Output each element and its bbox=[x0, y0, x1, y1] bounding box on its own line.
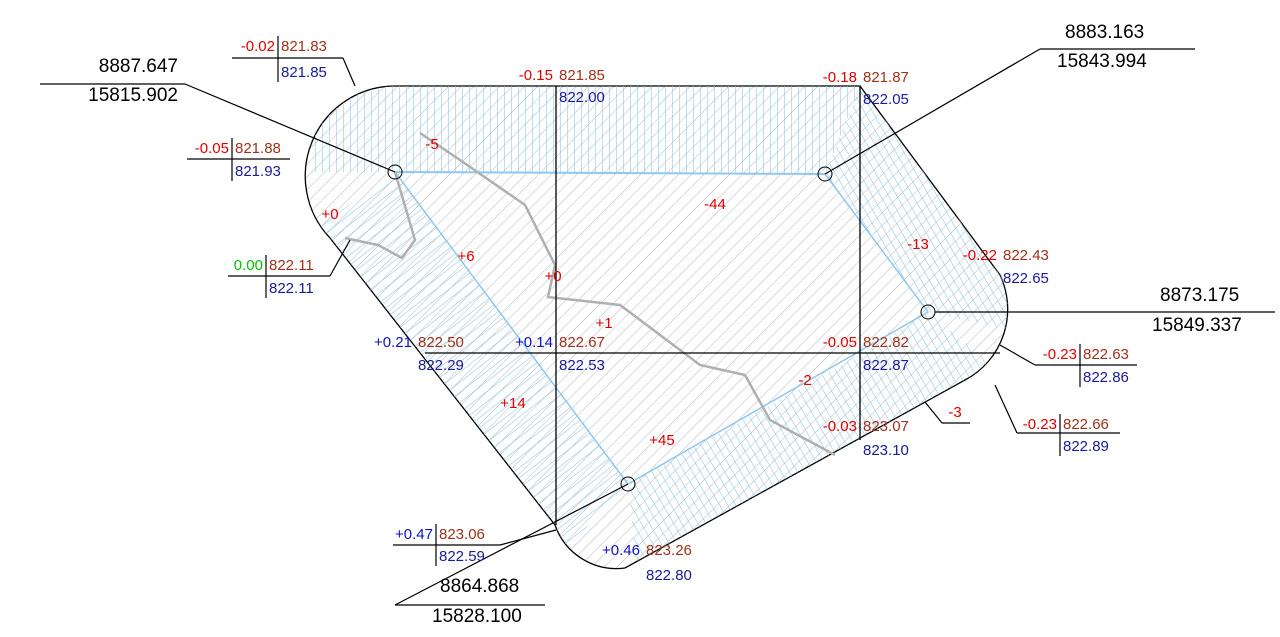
design-elevation: 823.07 bbox=[863, 418, 909, 435]
elevation-difference: -0.22 bbox=[963, 247, 997, 264]
existing-elevation: 822.65 bbox=[1003, 270, 1049, 287]
existing-elevation: 822.53 bbox=[559, 357, 605, 374]
design-elevation: 822.66 bbox=[1063, 416, 1109, 433]
volume-label: -44 bbox=[704, 196, 726, 213]
elevation-difference: -0.15 bbox=[519, 67, 553, 84]
elevation-difference: -0.05 bbox=[823, 334, 857, 351]
existing-elevation: 822.05 bbox=[863, 91, 909, 108]
volume-label: +0 bbox=[544, 268, 561, 285]
design-elevation: 821.85 bbox=[559, 67, 605, 84]
existing-elevation: 822.00 bbox=[559, 89, 605, 106]
elevation-difference: -0.05 bbox=[195, 140, 229, 157]
coordinate-x: 8883.163 bbox=[1065, 22, 1144, 43]
existing-elevation: 822.89 bbox=[1063, 438, 1109, 455]
design-elevation: 822.63 bbox=[1083, 346, 1129, 363]
volume-label: +45 bbox=[649, 432, 674, 449]
design-elevation: 821.87 bbox=[863, 69, 909, 86]
coordinate-x: 8864.868 bbox=[440, 576, 519, 597]
design-elevation: 822.82 bbox=[863, 334, 909, 351]
existing-elevation: 821.85 bbox=[281, 64, 327, 81]
elevation-difference: -0.23 bbox=[1023, 416, 1057, 433]
elevation-difference: -0.03 bbox=[823, 418, 857, 435]
design-elevation: 822.11 bbox=[269, 257, 314, 274]
design-elevation: 821.83 bbox=[281, 38, 327, 55]
leader-line bbox=[995, 385, 1017, 433]
elevation-difference: +0.46 bbox=[602, 542, 640, 559]
elevation-difference: -0.18 bbox=[823, 69, 857, 86]
existing-elevation: 822.11 bbox=[269, 280, 314, 297]
leader-line bbox=[925, 402, 942, 423]
leader-line bbox=[343, 58, 355, 86]
elevation-difference: +0.14 bbox=[515, 334, 553, 351]
design-elevation: 823.06 bbox=[439, 526, 485, 543]
existing-elevation: 822.86 bbox=[1083, 369, 1129, 386]
design-elevation: 821.88 bbox=[235, 140, 281, 157]
coordinate-y: 15828.100 bbox=[432, 606, 522, 627]
grading-plan: 8887.647 15815.902 8883.163 15843.994 8873.1… bbox=[0, 0, 1280, 637]
volume-label: +6 bbox=[457, 248, 474, 265]
design-elevation: 822.43 bbox=[1003, 247, 1049, 264]
volume-label: -5 bbox=[425, 136, 438, 153]
existing-elevation: 822.59 bbox=[439, 548, 485, 565]
coordinate-y: 15843.994 bbox=[1057, 51, 1147, 72]
elevation-difference: -0.23 bbox=[1043, 346, 1077, 363]
design-elevation: 822.50 bbox=[418, 334, 464, 351]
volume-label: -2 bbox=[798, 372, 811, 389]
design-elevation: 822.67 bbox=[559, 334, 605, 351]
leader-line bbox=[500, 530, 556, 545]
coordinate-y: 15849.337 bbox=[1152, 315, 1242, 336]
existing-elevation: 822.80 bbox=[646, 567, 692, 584]
volume-label: +1 bbox=[595, 315, 612, 332]
coordinate-x: 8873.175 bbox=[1160, 285, 1239, 306]
existing-elevation: 822.87 bbox=[863, 357, 909, 374]
volume-label: -3 bbox=[948, 404, 961, 421]
existing-elevation: 823.10 bbox=[863, 442, 909, 459]
leader-line bbox=[1000, 345, 1035, 365]
page: {"coordinates": [ {"x": "8887.647", "y":… bbox=[0, 0, 1280, 637]
elevation-difference: -0.02 bbox=[241, 38, 275, 55]
elevation-difference: +0.47 bbox=[395, 526, 433, 543]
coordinate-y: 15815.902 bbox=[88, 85, 178, 106]
existing-elevation: 821.93 bbox=[235, 163, 281, 180]
coordinate-x: 8887.647 bbox=[99, 56, 178, 77]
elevation-difference: +0.21 bbox=[374, 334, 412, 351]
design-elevation: 823.26 bbox=[646, 542, 692, 559]
volume-label: +0 bbox=[321, 206, 338, 223]
existing-elevation: 822.29 bbox=[418, 357, 464, 374]
volume-label: -13 bbox=[907, 236, 929, 253]
elevation-difference: 0.00 bbox=[234, 257, 263, 274]
volume-label: +14 bbox=[500, 395, 525, 412]
